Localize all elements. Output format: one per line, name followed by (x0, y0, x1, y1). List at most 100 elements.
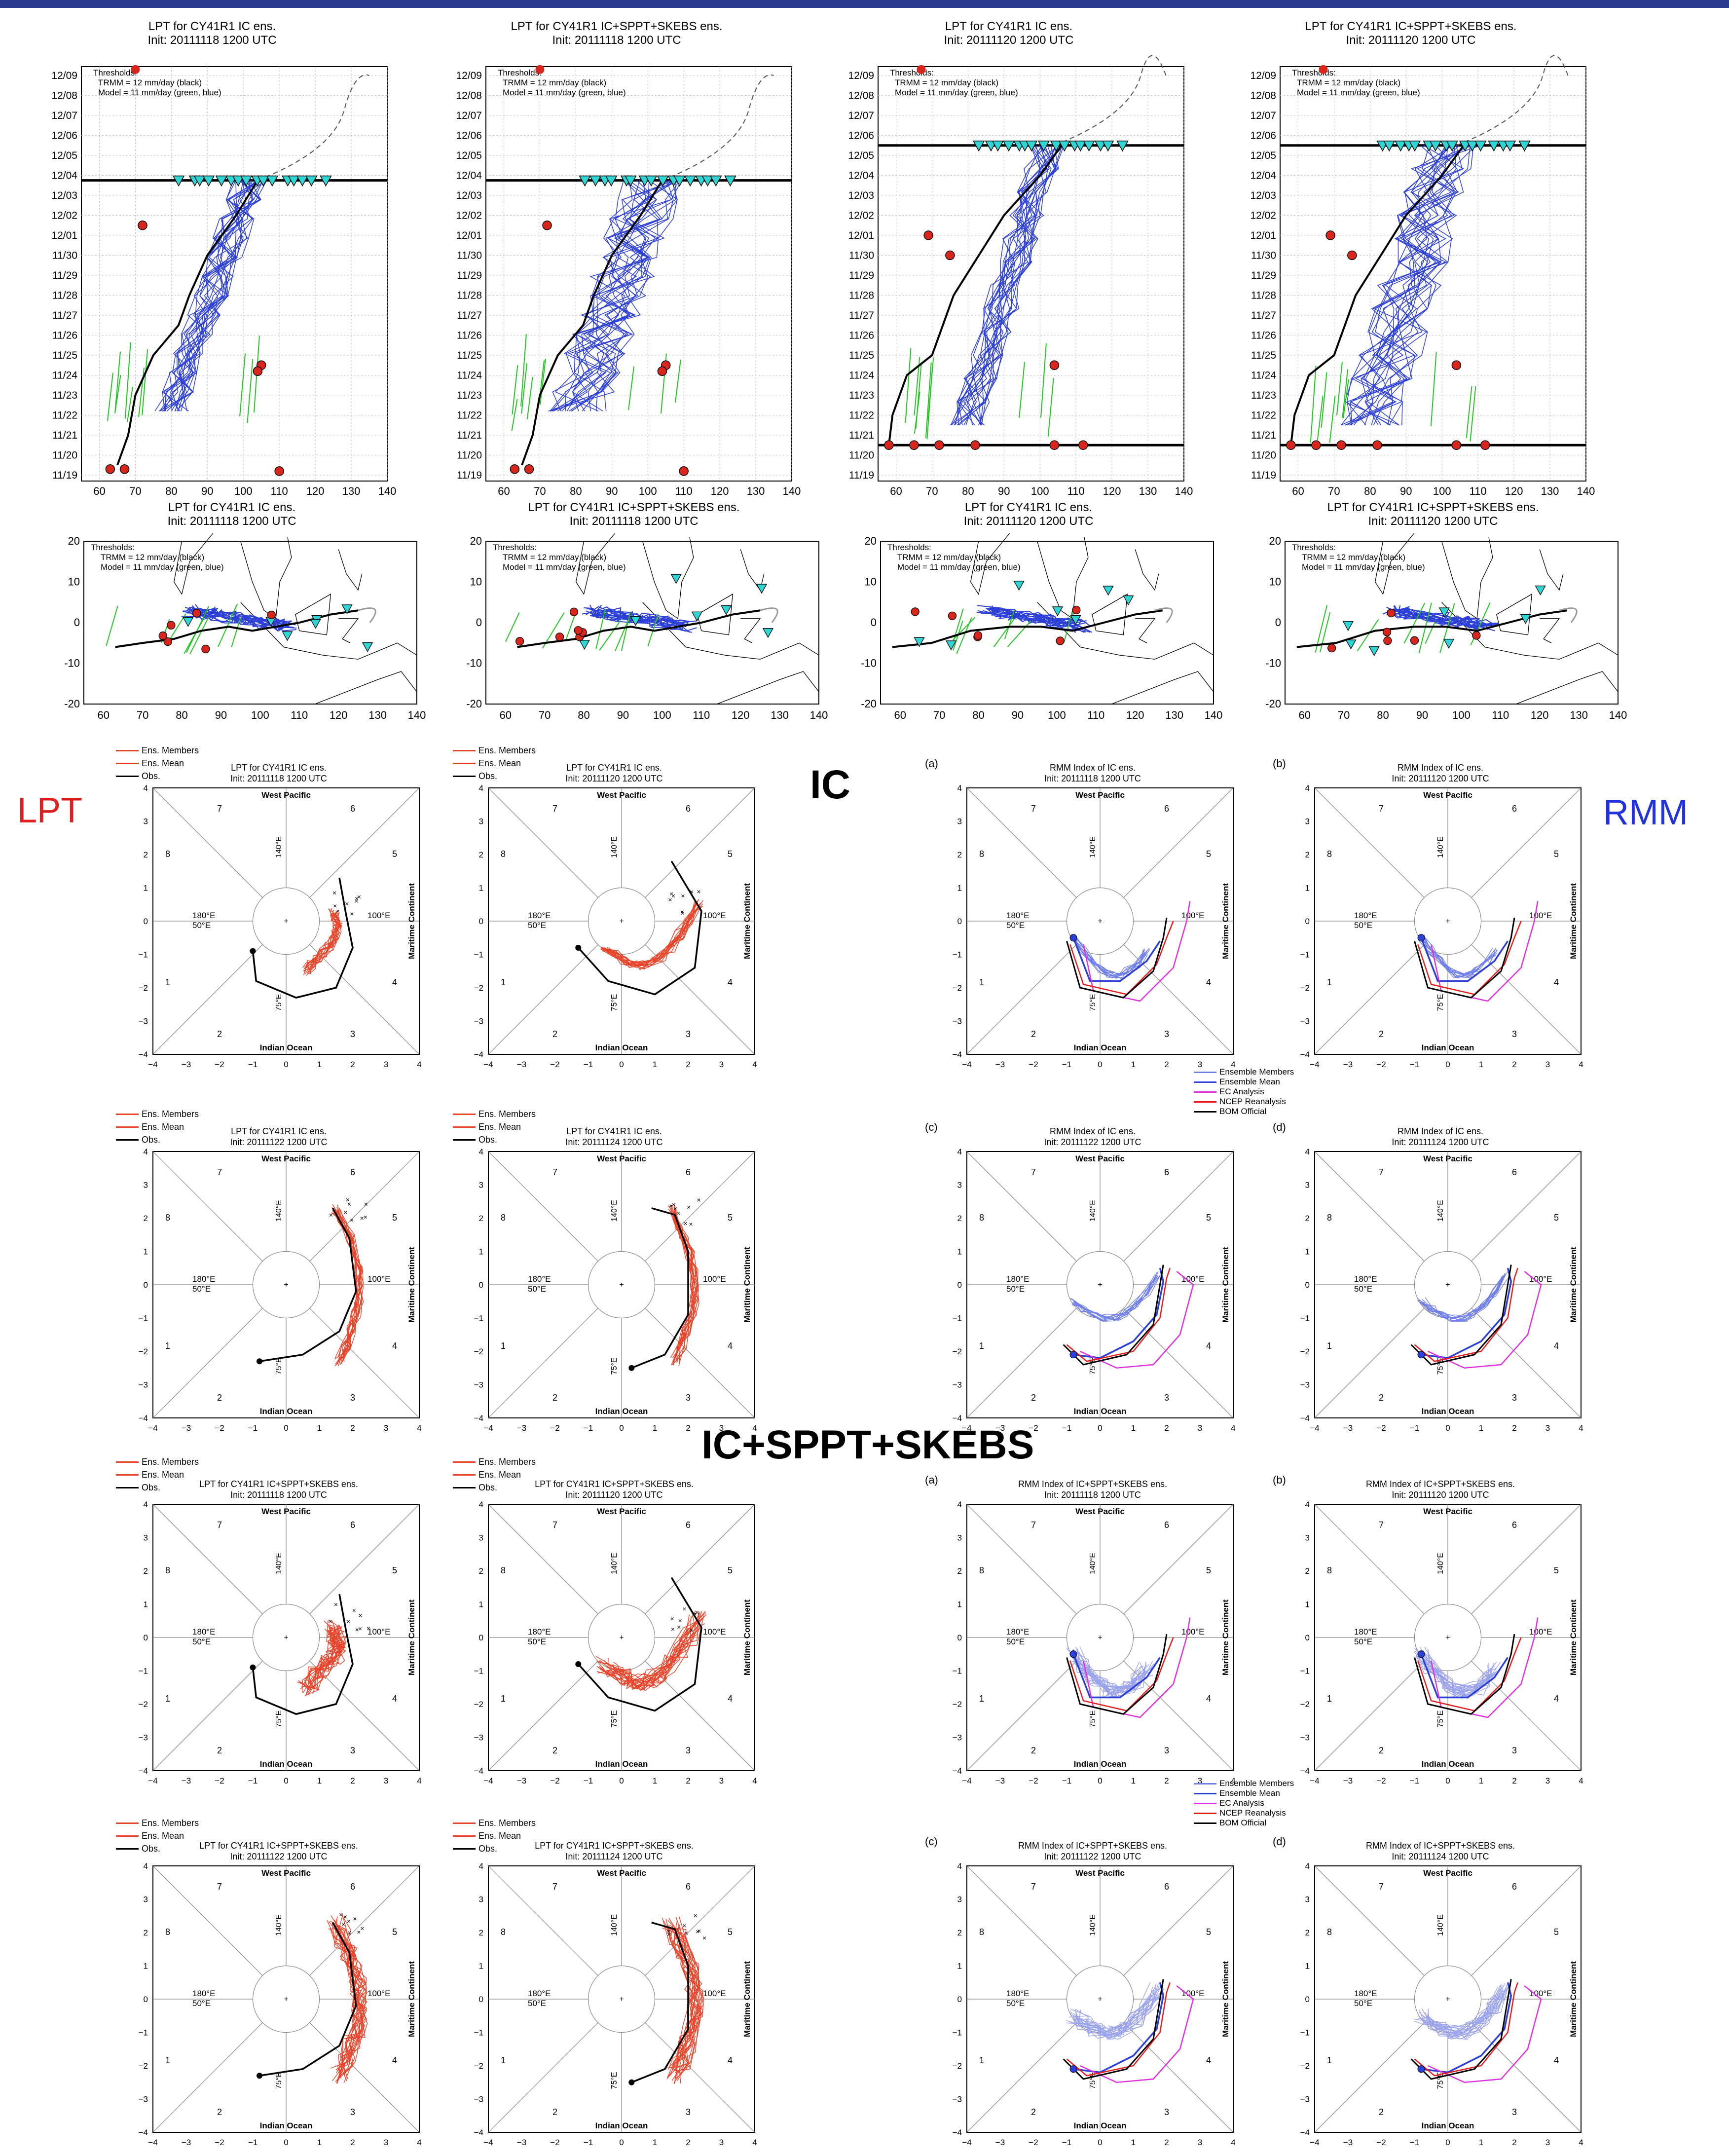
legend-item: BOM Official (1194, 1107, 1294, 1116)
panel-title: LPT for CY41R1 IC ens. Init: 20111120 120… (461, 762, 767, 784)
red-circle-marker (1336, 440, 1346, 450)
end-triangle-marker (215, 175, 228, 187)
label-west-pacific: West Pacific (261, 790, 311, 800)
phase-y-tick: 4 (144, 1147, 148, 1156)
phase-label-1: 1 (979, 1694, 984, 1704)
phase-y-tick: −3 (139, 2095, 148, 2104)
panel-title-text: LPT for CY41R1 IC ens. (566, 763, 662, 773)
label-50e: 50°E (1006, 1284, 1025, 1294)
map-x-tick: 70 (137, 709, 148, 721)
ncep-reanalysis-track (1069, 1637, 1174, 1711)
x-tick-label: 90 (201, 485, 213, 497)
x-tick-label: 130 (1139, 485, 1157, 497)
label-maritime-continent: Maritime Continent (1569, 1247, 1578, 1323)
legend-label: Ensemble Members (1219, 1067, 1294, 1077)
phase-y-tick: −2 (1300, 1347, 1310, 1356)
map-ensemble-track (195, 604, 281, 629)
phase-label-6: 6 (1164, 804, 1169, 814)
phase-y-tick: 1 (957, 1247, 962, 1257)
phase-label-5: 5 (1206, 849, 1211, 859)
unit-circle (588, 1251, 656, 1319)
map-green-track (565, 615, 575, 640)
phase-label-4: 4 (392, 977, 397, 987)
thresholds-model: Model = 11 mm/day (green, blue) (101, 562, 224, 572)
legend-swatch (116, 762, 139, 764)
member-end-marker: × (683, 1219, 687, 1227)
y-tick-label: 12/07 (848, 110, 874, 121)
phase-y-tick: −4 (474, 2128, 483, 2137)
phase-y-tick: −4 (474, 1766, 483, 1776)
red-circle-marker (1347, 250, 1357, 260)
phase-diagonal (1314, 1504, 1425, 1614)
panel-tag: (c) (925, 1835, 938, 1848)
phase-label-2: 2 (217, 1393, 222, 1403)
y-tick-label: 11/25 (849, 350, 874, 361)
green-track (511, 399, 518, 431)
phase-y-tick: 0 (1305, 1633, 1310, 1642)
phase-x-tick: 0 (284, 1060, 288, 1069)
phase-label-8: 8 (1327, 1213, 1332, 1223)
rmm-ensemble-member (1075, 1985, 1163, 2035)
y-tick-label: 12/05 (1250, 150, 1276, 161)
panel-title: LPT for CY41R1 IC+SPPT+SKEBS ens. Init: 2… (126, 1840, 432, 1862)
phase-y-tick: 2 (144, 1214, 148, 1223)
member-end-marker: × (357, 1928, 361, 1936)
label-maritime-continent: Maritime Continent (1569, 1961, 1578, 2037)
label-180e: 180°E (192, 1989, 216, 1998)
map-green-track (1063, 607, 1074, 643)
legend-swatch (453, 775, 476, 777)
phase-label-7: 7 (552, 1882, 557, 1892)
phase-diagonal (1314, 944, 1425, 1055)
ensemble-member-track (954, 145, 1047, 426)
phase-label-5: 5 (1554, 1927, 1559, 1937)
y-tick-label: 11/22 (849, 410, 874, 421)
y-tick-label: 12/06 (1250, 130, 1276, 142)
y-tick-label: 12/03 (848, 190, 874, 201)
observed-track (887, 145, 1063, 446)
phase-x-tick: 3 (1198, 1060, 1202, 1069)
phase-y-tick: −3 (1300, 1380, 1310, 1390)
map-triangle-marker (721, 605, 732, 615)
phase-y-tick: 2 (957, 850, 962, 859)
phase-x-tick: 4 (1579, 1060, 1583, 1069)
phase-x-tick: −4 (962, 1423, 971, 1433)
phase-diagonal (488, 2022, 598, 2133)
phase-label-5: 5 (392, 1213, 397, 1223)
label-west-pacific: West Pacific (1423, 790, 1472, 800)
end-triangle-marker (1446, 141, 1459, 152)
phase-x-tick: −1 (584, 2138, 593, 2147)
ensemble-member-track (1349, 145, 1460, 426)
label-140e: 140°E (1436, 1914, 1445, 1936)
phase-diagonal (1314, 1661, 1425, 1771)
panel-title: LPT for CY41R1 IC+SPPT+SKEBS ens. Init: 2… (461, 1479, 767, 1500)
phase-x-tick: 3 (1198, 2138, 1202, 2147)
rmm-ensemble-member (1422, 1985, 1511, 2039)
legend-label: BOM Official (1219, 1818, 1267, 1827)
phase-y-tick: −3 (953, 2095, 962, 2104)
ensemble-member-track (572, 180, 661, 412)
phase-label-6: 6 (1164, 1520, 1169, 1530)
label-indian-ocean: Indian Ocean (595, 1043, 648, 1052)
center-mark: + (284, 1281, 288, 1289)
label-maritime-continent: Maritime Continent (742, 1961, 752, 2037)
label-indian-ocean: Indian Ocean (595, 1407, 648, 1416)
legend-item: Ens. Members (453, 1108, 536, 1120)
phase-label-7: 7 (1031, 1520, 1036, 1530)
lpt-legend: Ens. Members Ens. Mean Obs. (116, 1455, 199, 1494)
phase-label-6: 6 (350, 1882, 355, 1892)
phase-y-tick: −3 (1300, 1733, 1310, 1743)
phase-x-tick: 2 (350, 1060, 355, 1069)
phase-label-8: 8 (501, 1213, 506, 1223)
lpt-ensemble-member (607, 1611, 702, 1680)
phase-panel: RMM Index of IC+SPPT+SKEBS ens. Init: 201… (1273, 1835, 1593, 2156)
label-100e: 100°E (1529, 1989, 1552, 1998)
phase-diagonal (1314, 1308, 1425, 1418)
phase-y-tick: −1 (1300, 1314, 1310, 1323)
legend-item: Ens. Mean (116, 1829, 199, 1842)
phase-x-tick: 0 (284, 2138, 288, 2147)
rmm-label: RMM (1603, 793, 1688, 832)
phase-x-tick: −1 (1062, 2138, 1071, 2147)
rmm-start-dot (1417, 1650, 1425, 1658)
thresholds-heading: Thresholds: (91, 543, 135, 552)
